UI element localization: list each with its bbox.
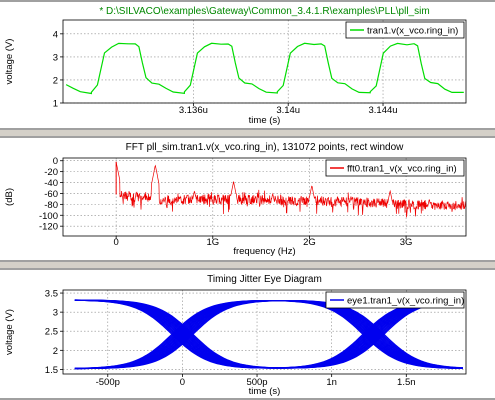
- x-tick-label: -500p: [96, 377, 120, 388]
- legend: fft0.tran1_v(x_vco.ring_in): [325, 159, 465, 177]
- y-tick-label: 1.5: [45, 365, 58, 376]
- x-tick-label: 3.14u: [276, 105, 300, 116]
- x-tick-label: 0: [180, 377, 185, 388]
- fft-chart: FFT pll_sim.tran1.v(x_vco.ring_in), 1310…: [4, 142, 467, 257]
- transient-chart-panel: * D:\SILVACO\examples\Gateway\Common_3.4…: [0, 0, 495, 130]
- legend: tran1.v(x_vco.ring_in): [345, 21, 465, 39]
- y-tick-label: 0: [53, 156, 58, 167]
- y-tick-label: 2.5: [45, 327, 58, 338]
- y-tick-label: -20: [44, 167, 58, 178]
- plot-area-border: [62, 157, 467, 237]
- y-tick-label: 3.5: [45, 289, 58, 300]
- eye-traces: [74, 299, 464, 370]
- y-axis-label: voltage (V): [4, 39, 15, 85]
- x-tick-label: 3G: [400, 237, 413, 248]
- chart-title: * D:\SILVACO\examples\Gateway\Common_3.4…: [99, 6, 429, 17]
- y-tick-label: 4: [53, 29, 58, 40]
- y-tick-label: 1: [53, 99, 58, 110]
- x-tick-label: 2G: [303, 237, 316, 248]
- y-tick-label: 2: [53, 75, 58, 86]
- x-tick-label: 1.5n: [397, 377, 416, 388]
- transient-chart: * D:\SILVACO\examples\Gateway\Common_3.4…: [4, 6, 467, 126]
- x-tick-label: 0: [114, 237, 119, 248]
- y-tick-label: 3: [53, 308, 58, 319]
- x-tick-label: 500p: [246, 377, 267, 388]
- legend-box: [325, 159, 465, 177]
- x-axis-label: frequency (Hz): [233, 246, 295, 257]
- plot-area-border: [62, 19, 467, 104]
- y-tick-label: 3: [53, 52, 58, 63]
- y-tick-label: -120: [39, 222, 58, 233]
- y-tick-label: -80: [44, 200, 58, 211]
- legend-label: tran1.v(x_vco.ring_in): [367, 26, 458, 37]
- y-tick-label: -60: [44, 189, 58, 200]
- x-axis-label: time (s): [249, 115, 281, 126]
- y-tick-label: -40: [44, 178, 58, 189]
- chart-title: FFT pll_sim.tran1.v(x_vco.ring_in), 1310…: [126, 142, 404, 153]
- y-axis-label: voltage (V): [4, 309, 15, 355]
- legend-box: [325, 291, 465, 309]
- y-tick-label: -100: [39, 211, 58, 222]
- x-tick-label: 1G: [206, 237, 219, 248]
- legend: eye1.tran1_v(x_vco.ring_in): [325, 291, 465, 309]
- x-tick-label: 1n: [326, 377, 337, 388]
- fft-chart-panel: FFT pll_sim.tran1.v(x_vco.ring_in), 1310…: [0, 136, 495, 262]
- eye-trace-rising: [74, 299, 464, 370]
- eye-diagram-chart: Timing Jitter Eye Diagram -500p 0 500p 1n 1.5…: [4, 274, 467, 397]
- y-tick-label: 2: [53, 346, 58, 357]
- series-line: [115, 161, 467, 218]
- legend-label: eye1.tran1_v(x_vco.ring_in): [347, 296, 464, 307]
- y-axis-label: (dB): [4, 188, 15, 206]
- x-tick-label: 3.144u: [368, 105, 397, 116]
- eye-diagram-panel: Timing Jitter Eye Diagram -500p 0 500p 1n 1.5…: [0, 268, 495, 400]
- eye-trace-falling: [74, 299, 464, 369]
- x-axis-label: time (s): [249, 386, 281, 397]
- x-tick-label: 3.136u: [179, 105, 208, 116]
- legend-box: [345, 21, 465, 39]
- chart-title: Timing Jitter Eye Diagram: [207, 274, 322, 285]
- plot-area-border: [62, 289, 467, 375]
- series-line: [65, 42, 464, 95]
- legend-label: fft0.tran1_v(x_vco.ring_in): [347, 164, 457, 175]
